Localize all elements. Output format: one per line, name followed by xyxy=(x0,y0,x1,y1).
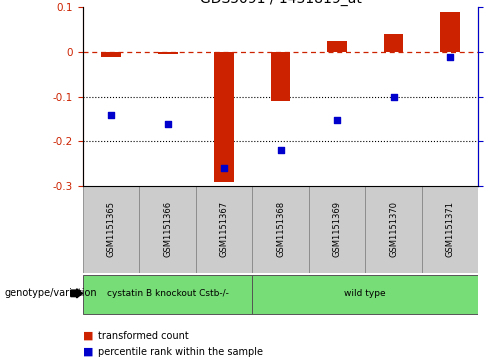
Text: GSM1151371: GSM1151371 xyxy=(446,201,454,257)
Bar xyxy=(83,186,140,273)
Text: GSM1151367: GSM1151367 xyxy=(220,201,229,257)
Point xyxy=(220,166,228,171)
Bar xyxy=(440,12,460,52)
Title: GDS5091 / 1431819_at: GDS5091 / 1431819_at xyxy=(200,0,362,6)
Bar xyxy=(140,186,196,273)
Bar xyxy=(252,275,478,314)
Text: GSM1151365: GSM1151365 xyxy=(107,201,116,257)
Bar xyxy=(327,41,347,52)
Point xyxy=(389,94,397,100)
Bar xyxy=(366,186,422,273)
Text: GSM1151369: GSM1151369 xyxy=(332,201,342,257)
Bar xyxy=(102,52,121,57)
Text: genotype/variation: genotype/variation xyxy=(5,288,98,298)
Point xyxy=(107,112,115,118)
Text: transformed count: transformed count xyxy=(98,331,188,341)
Point xyxy=(164,121,172,126)
Bar xyxy=(384,34,404,52)
Text: wild type: wild type xyxy=(345,289,386,298)
Text: GSM1151370: GSM1151370 xyxy=(389,201,398,257)
Text: GSM1151368: GSM1151368 xyxy=(276,201,285,257)
Bar xyxy=(83,275,252,314)
Text: percentile rank within the sample: percentile rank within the sample xyxy=(98,347,263,357)
Text: ■: ■ xyxy=(83,331,94,341)
Bar xyxy=(158,52,178,54)
Bar xyxy=(271,52,290,101)
Text: ■: ■ xyxy=(83,347,94,357)
Bar xyxy=(309,186,366,273)
Point xyxy=(333,117,341,123)
Bar xyxy=(196,186,252,273)
Text: cystatin B knockout Cstb-/-: cystatin B knockout Cstb-/- xyxy=(107,289,228,298)
Bar xyxy=(422,186,478,273)
Point xyxy=(446,54,454,60)
Point xyxy=(277,147,285,153)
Bar xyxy=(214,52,234,182)
Bar xyxy=(252,186,309,273)
Text: GSM1151366: GSM1151366 xyxy=(163,201,172,257)
